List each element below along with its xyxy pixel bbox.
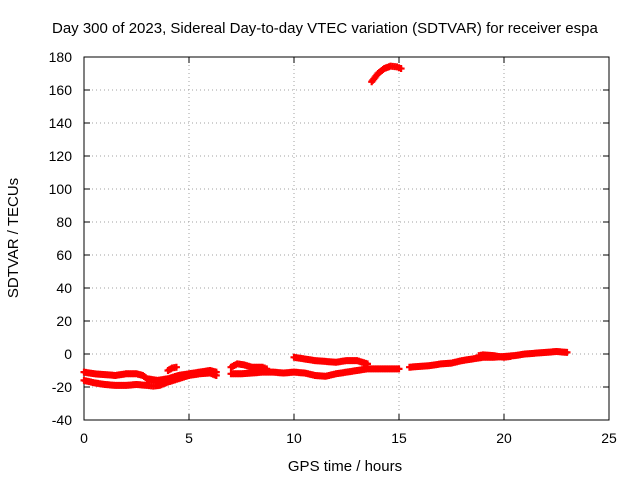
y-tick-label: 20: [56, 313, 72, 329]
data-point: [172, 363, 180, 371]
axis-tick-labels: 0 5 10 15 20 25 -40 -20 0 20 40 60 80 100 120 140 160 180: [49, 49, 617, 446]
data-series: [290, 353, 371, 368]
grid: [84, 57, 609, 420]
data-point: [364, 360, 371, 368]
x-tick-label: 20: [496, 430, 512, 446]
y-tick-label: -20: [52, 379, 72, 395]
data-series: [475, 351, 514, 361]
y-axis-title: SDTVAR / TECUs: [5, 178, 22, 298]
y-tick-label: 100: [49, 181, 73, 197]
axis-ticks: [83, 56, 610, 421]
data-series: [368, 62, 405, 86]
data-series: [227, 365, 403, 380]
y-tick-label: -40: [52, 412, 72, 428]
x-tick-label: 0: [80, 430, 88, 446]
x-tick-label: 5: [185, 430, 193, 446]
y-tick-label: 140: [49, 115, 73, 131]
data-points: [80, 62, 571, 390]
chart-title: Day 300 of 2023, Sidereal Day-to-day VTE…: [52, 20, 598, 37]
x-tick-label: 15: [391, 430, 407, 446]
y-tick-label: 120: [49, 148, 73, 164]
plot-frame: [83, 56, 610, 421]
data-point: [563, 348, 571, 356]
y-tick-label: 40: [56, 280, 72, 296]
data-point: [397, 65, 405, 73]
data-point: [506, 352, 514, 360]
x-axis-title: GPS time / hours: [288, 458, 402, 475]
x-tick-label: 25: [601, 430, 617, 446]
data-point: [395, 365, 403, 373]
data-point: [212, 371, 220, 379]
data-series: [406, 348, 571, 371]
y-tick-label: 60: [56, 247, 72, 263]
data-series: [227, 360, 271, 373]
y-tick-label: 80: [56, 214, 72, 230]
y-tick-label: 0: [64, 346, 72, 362]
data-series: [164, 363, 180, 374]
y-tick-label: 180: [49, 49, 73, 65]
y-tick-label: 160: [49, 82, 73, 98]
data-series: [80, 369, 220, 390]
x-tick-label: 10: [286, 430, 302, 446]
